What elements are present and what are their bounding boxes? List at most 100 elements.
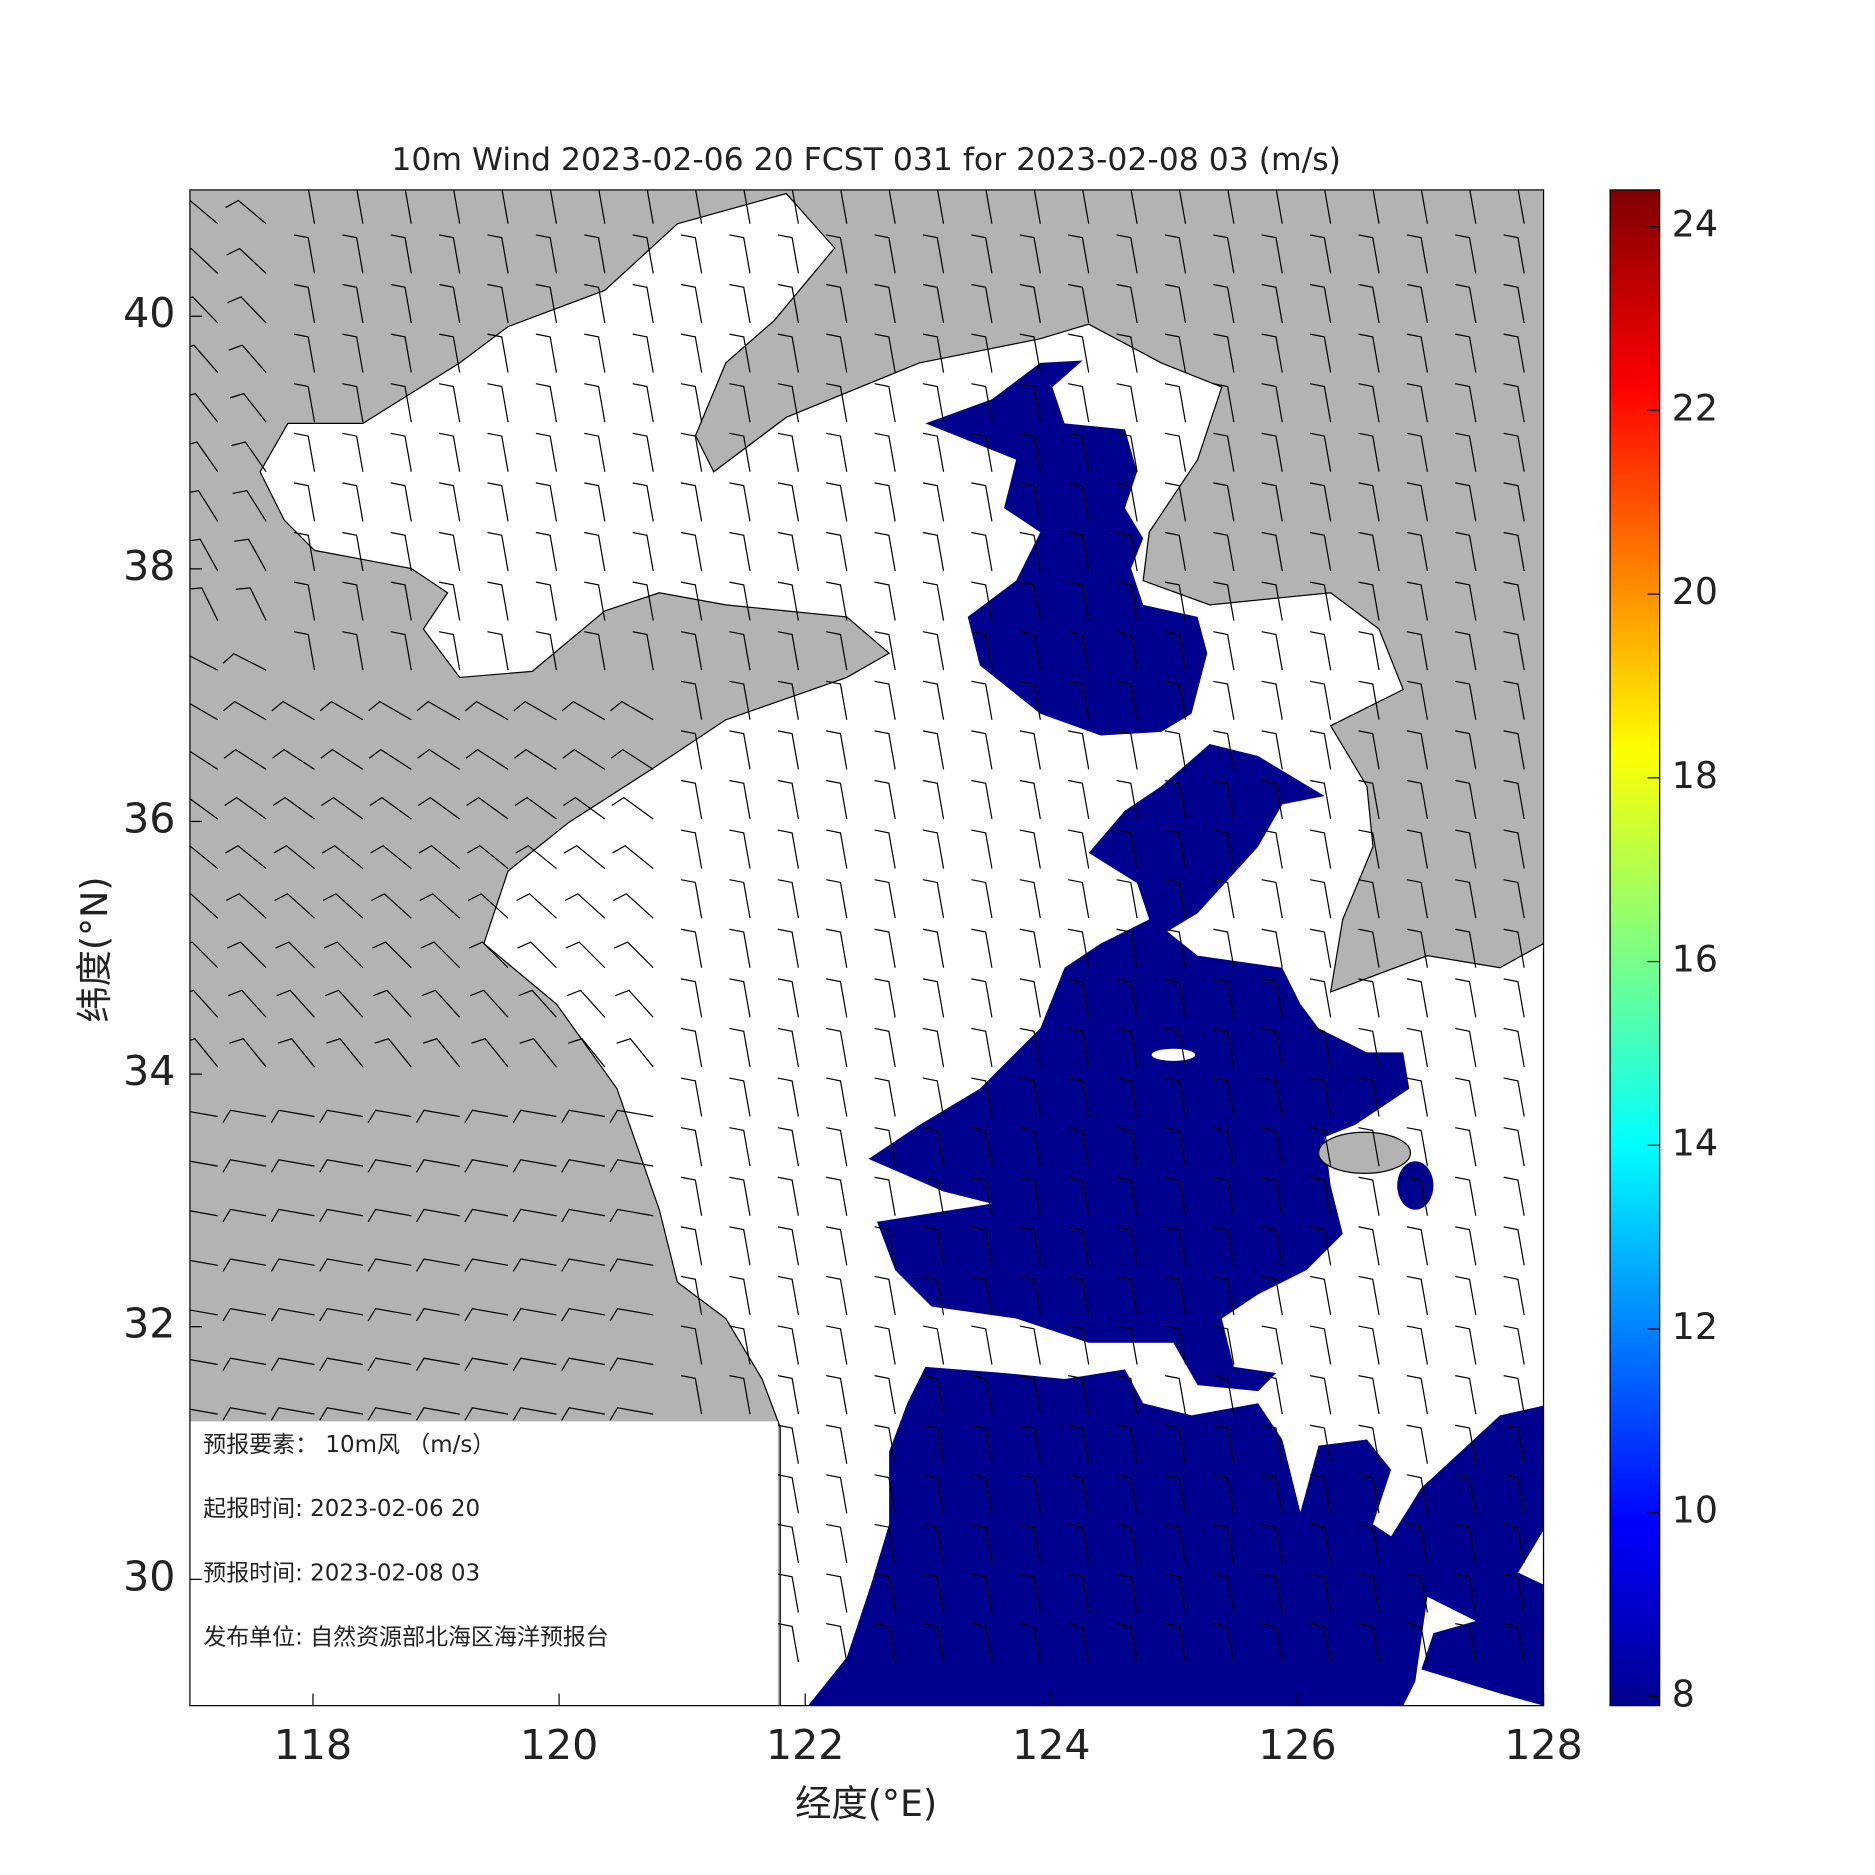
wind-barb (1164, 283, 1187, 324)
wind-barb (1116, 1573, 1138, 1613)
wind-barb (438, 631, 461, 671)
colorbar-tick-label: 10 (1672, 1489, 1718, 1532)
wind-barb (404, 189, 412, 224)
wind-barb (390, 581, 412, 621)
wind-barb (1019, 730, 1041, 770)
wind-barb (1116, 779, 1138, 820)
wind-barb (874, 283, 896, 324)
wind-barb (487, 234, 509, 274)
wind-barb (1503, 1523, 1525, 1564)
wind-barb (189, 1309, 218, 1316)
wind-barb (1164, 531, 1187, 572)
wind-barb (1455, 432, 1477, 472)
wind-barb (228, 989, 267, 1018)
wind-barb (1406, 829, 1429, 869)
wind-barb (1164, 928, 1187, 968)
wind-barb (729, 531, 751, 572)
wind-barb (826, 779, 848, 820)
wind-barb (1213, 1275, 1235, 1316)
wind-barb (189, 750, 219, 770)
wind-barb (390, 482, 412, 522)
wind-barb (680, 829, 703, 869)
wind-barb (777, 1623, 799, 1663)
wind-barb (1309, 1424, 1332, 1464)
wind-barb (513, 748, 557, 770)
wind-barb (189, 587, 219, 621)
wind-barb (1164, 1176, 1187, 1216)
map-area (189, 189, 1544, 1706)
x-tick-label: 118 (274, 1721, 352, 1769)
wind-barb (922, 1226, 945, 1266)
y-axis-label: 纬度(°N) (73, 877, 116, 1023)
wind-barb (1068, 1325, 1090, 1365)
wind-barb (777, 432, 799, 472)
wind-barb (777, 581, 799, 621)
wind-barb (1019, 879, 1041, 919)
wind-barb (487, 581, 509, 621)
wind-barb (438, 383, 461, 423)
wind-barb (1019, 283, 1041, 324)
wind-barb (874, 1573, 896, 1613)
wind-barb (1068, 928, 1090, 968)
wind-barb (971, 1325, 993, 1365)
wind-barb (1455, 1077, 1477, 1117)
wind-barb (1019, 1176, 1041, 1216)
colorbar-tick-label: 14 (1672, 1121, 1718, 1164)
info-line: 预报要素： 10m风 （m/s） (203, 1432, 495, 1458)
wind-barb (971, 1623, 993, 1663)
wind-barb (1116, 1424, 1138, 1464)
wind-barb (729, 779, 751, 820)
wind-barb (1503, 283, 1525, 324)
wind-barb (1068, 779, 1090, 820)
wind-barb (680, 383, 703, 423)
wind-barb (1358, 829, 1380, 869)
wind-barb (293, 482, 316, 522)
wind-barb (1503, 928, 1525, 968)
wind-barb (535, 383, 558, 423)
wind-barb (234, 538, 267, 572)
wind-barb (342, 333, 364, 373)
wind-barb (1261, 680, 1283, 720)
wind-barb (222, 1159, 267, 1173)
wind-barb (1309, 631, 1332, 671)
wind-barb (1019, 680, 1041, 720)
wind-barb (464, 1407, 509, 1421)
wind-barb (415, 1307, 460, 1322)
wind-barb (1503, 779, 1525, 820)
wind-barb (971, 1127, 993, 1167)
wind-barb (512, 1159, 557, 1173)
wind-barb (225, 893, 267, 919)
wind-barb (729, 1077, 751, 1117)
wind-barb (367, 1159, 412, 1173)
wind-barb (319, 1109, 364, 1124)
wind-barb (374, 1038, 412, 1068)
wind-barb (356, 189, 364, 224)
wind-barb (1213, 879, 1235, 919)
wind-barb (826, 1523, 848, 1564)
wind-barb (1406, 333, 1429, 373)
wind-barb (1116, 1474, 1138, 1514)
wind-barb (874, 581, 896, 621)
wind-barb (1358, 730, 1380, 770)
wind-barb (584, 432, 606, 472)
wind-barb (632, 383, 654, 423)
wind-barb (326, 1038, 364, 1068)
wind-barb (611, 796, 654, 820)
wind-barb (729, 482, 751, 522)
wind-barb (487, 333, 509, 373)
wind-barb (1116, 1127, 1138, 1167)
wind-barb (189, 538, 219, 572)
wind-barb (342, 531, 364, 572)
wind-barb (729, 383, 751, 423)
wind-barb (1019, 829, 1041, 869)
wind-barb (222, 1208, 267, 1223)
wind-barb (535, 333, 558, 373)
wind-barb (1455, 1474, 1477, 1514)
wind-barb (189, 1160, 218, 1167)
wind-barb (1164, 1275, 1187, 1316)
wind-barb (1068, 234, 1090, 274)
wind-barb (487, 383, 509, 423)
wind-barb (1406, 631, 1429, 671)
wind-barb (610, 700, 654, 721)
wind-barb (189, 1358, 218, 1366)
